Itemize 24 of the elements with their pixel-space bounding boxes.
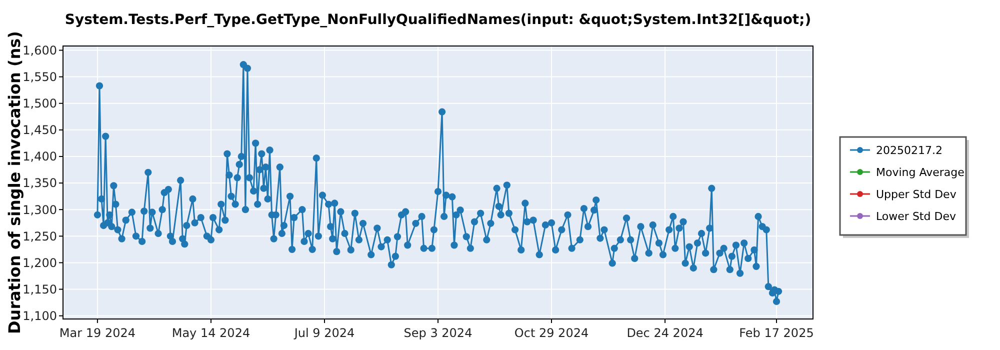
legend-label: Upper Std Dev — [876, 188, 957, 201]
y-tick-label: 1,550 — [22, 70, 57, 84]
y-tick-label: 1,500 — [22, 96, 57, 111]
y-tick-label: 1,100 — [22, 309, 57, 324]
x-tick-label: Dec 24 2024 — [626, 326, 704, 340]
y-tick-label: 1,600 — [22, 43, 57, 58]
x-tick-label: Feb 17 2025 — [739, 326, 814, 340]
y-tick-label: 1,450 — [22, 123, 57, 138]
legend-label: 20250217.2 — [876, 144, 942, 157]
x-tick-label: Oct 29 2024 — [514, 326, 589, 340]
x-tick-label: Jul 9 2024 — [293, 326, 355, 340]
y-tick-label: 1,200 — [22, 256, 57, 270]
y-tick-label: 1,150 — [22, 282, 57, 296]
y-axis-title: Duration of single invocation (ns) — [5, 31, 24, 334]
y-tick-label: 1,300 — [22, 202, 57, 217]
y-tick-label: 1,250 — [22, 229, 57, 244]
x-tick-label: Mar 19 2024 — [59, 326, 136, 340]
legend-label: Lower Std Dev — [876, 210, 956, 223]
chart-title: System.Tests.Perf_Type.GetType_NonFullyQualifiedNames(input: &quot;System.Int32[]&quot;) — [64, 12, 812, 28]
legend-label: Moving Average — [876, 166, 965, 179]
x-tick-label: Sep 3 2024 — [404, 326, 472, 340]
y-tick-label: 1,350 — [22, 176, 57, 190]
x-tick-label: May 14 2024 — [172, 326, 250, 340]
y-tick-label: 1,400 — [22, 150, 57, 164]
